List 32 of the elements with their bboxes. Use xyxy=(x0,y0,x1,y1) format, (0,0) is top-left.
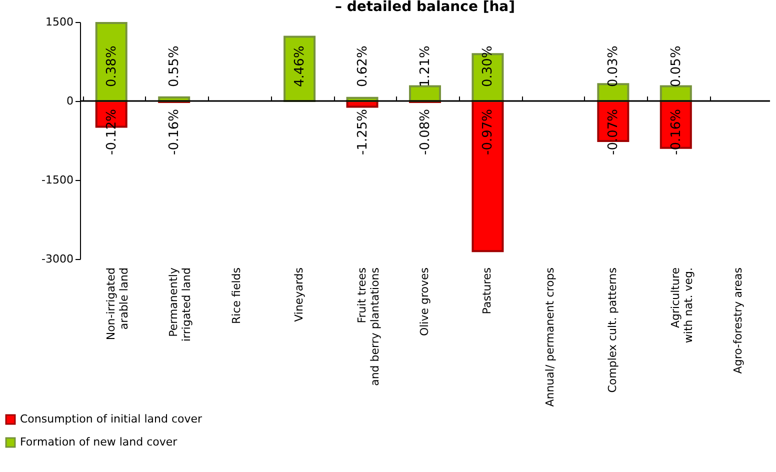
annotation: -0.07% xyxy=(606,109,622,155)
annotation: -0.16% xyxy=(668,109,684,155)
x-tick-label: Agro-forestry areas xyxy=(732,267,745,374)
x-tick-label: Olive groves xyxy=(418,267,431,336)
x-tick-label: Annual/ permanent crops xyxy=(543,267,556,407)
x-tick-label: Non-irrigated arable land xyxy=(104,268,130,340)
annotation: 0.30% xyxy=(480,46,496,87)
y-tick-label: 0 xyxy=(66,94,74,108)
annotation: 0.05% xyxy=(668,46,684,87)
annotation: 4.46% xyxy=(292,46,308,87)
x-tick-label: Agriculture with nat. veg. xyxy=(668,267,695,344)
x-tick-label: Complex cult. patterns xyxy=(606,267,620,393)
annotation: -1.25% xyxy=(355,109,370,155)
annotation: 0.62% xyxy=(355,46,370,87)
annotation: 1.21% xyxy=(418,46,433,87)
chart-title: – detailed balance [ha] xyxy=(334,0,516,15)
annotation: -0.08% xyxy=(418,109,433,155)
annotation: 0.38% xyxy=(104,46,120,87)
x-tick-label: Rice fields xyxy=(230,267,243,324)
x-tick-label: Fruit trees and berry plantations xyxy=(355,267,382,386)
x-tick-label: Vineyards xyxy=(292,267,306,322)
annotation: 0.55% xyxy=(167,46,182,87)
y-tick-label: -3000 xyxy=(42,252,74,266)
legend-label: Consumption of initial land cover xyxy=(20,412,202,426)
legend-label: Formation of new land cover xyxy=(20,436,178,448)
annotation: 0.03% xyxy=(606,46,622,87)
y-tick-label: 1500 xyxy=(46,16,74,28)
y-tick-label: -1500 xyxy=(42,174,74,186)
annotation: -0.12% xyxy=(104,109,120,155)
x-tick-label: Pastures xyxy=(480,267,494,314)
annotation: -0.16% xyxy=(167,109,182,155)
annotation: -0.97% xyxy=(480,109,496,155)
